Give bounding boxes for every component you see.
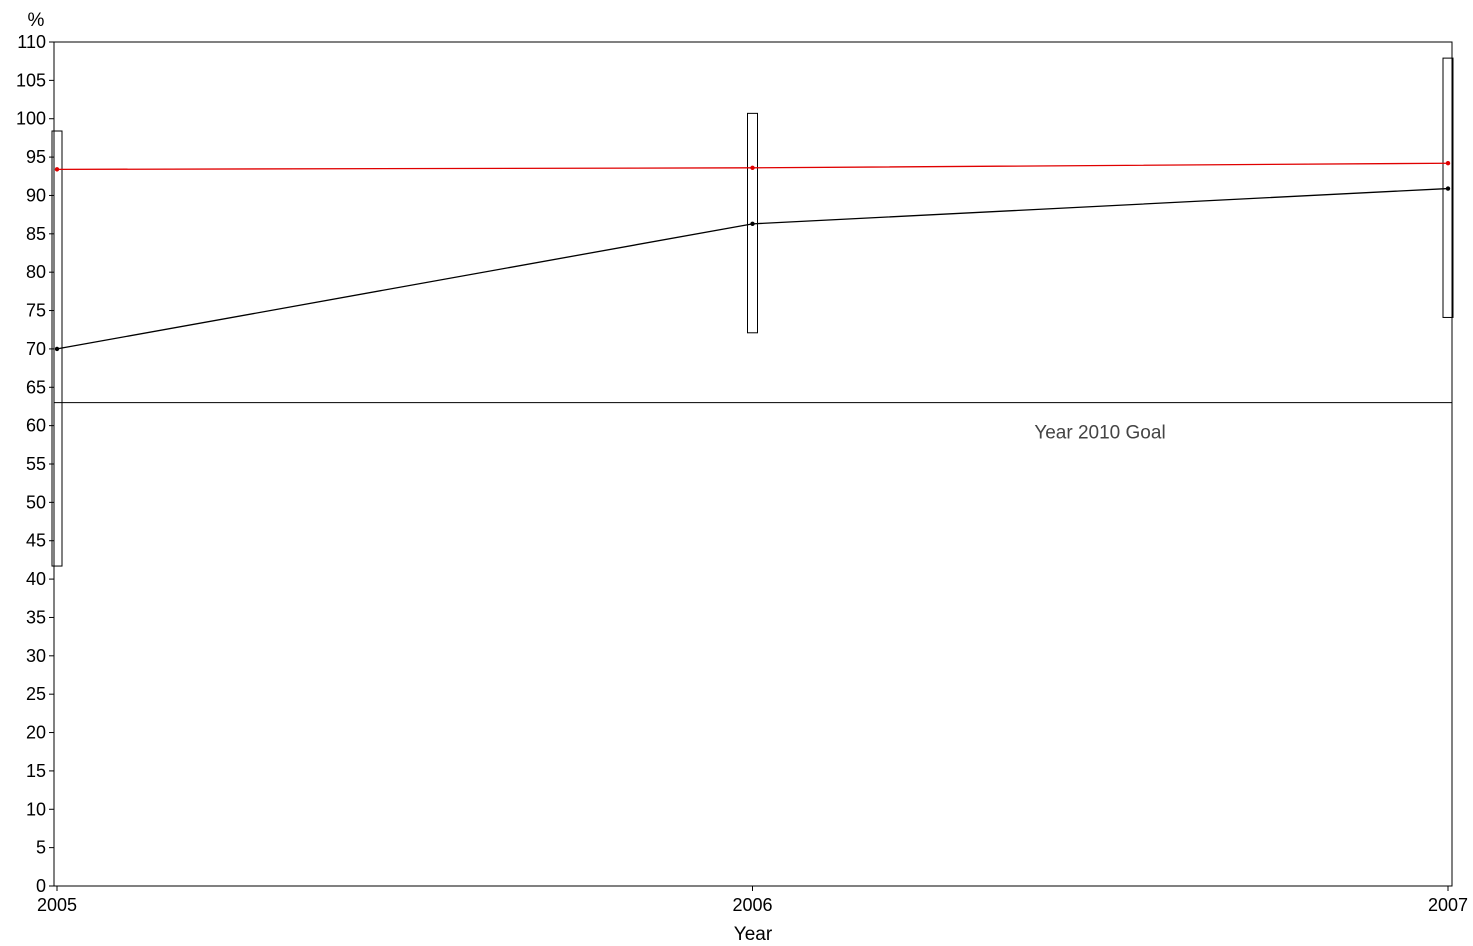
series-2-point: [1445, 186, 1451, 191]
series-1-point: [54, 167, 60, 172]
y-tick-label: 30: [26, 646, 46, 666]
series-lines: [54, 161, 1451, 352]
y-tick-label: 5: [36, 838, 46, 858]
series-1-point: [750, 165, 755, 171]
x-tick-label: 2006: [732, 895, 772, 915]
y-tick-label: 90: [26, 185, 46, 205]
y-tick-label: 80: [26, 262, 46, 282]
y-tick-label: 55: [26, 454, 46, 474]
y-tick-label: 10: [26, 799, 46, 819]
y-tick-label: 25: [26, 684, 46, 704]
y-tick-label: 50: [26, 492, 46, 512]
y-tick-label: 0: [36, 876, 46, 896]
y-tick-label: 20: [26, 723, 46, 743]
y-tick-label: 110: [17, 32, 46, 52]
y-tick-label: 95: [26, 147, 46, 167]
series-2-point: [54, 346, 60, 352]
y-tick-label: 15: [26, 761, 46, 781]
y-tick-label: 85: [26, 224, 46, 244]
y-axis: 0 5 10 15 20 25 30 35 40 45 50 55 60 65 70 75 80 85 90 95 10…: [16, 32, 54, 896]
y-tick-label: 105: [16, 70, 46, 90]
y-tick-label: 100: [16, 109, 46, 129]
x-axis-label: Year: [734, 924, 773, 945]
y-tick-label: 40: [26, 569, 46, 589]
y-tick-label: 65: [26, 377, 46, 397]
series-line-2: [56, 187, 1449, 350]
y-tick-label: 60: [26, 416, 46, 436]
x-tick-label: 2005: [37, 895, 77, 915]
reference-lines: Year 2010 Goal: [54, 402, 1452, 444]
y-tick-label: 70: [26, 339, 46, 359]
reference-line-label: Year 2010 Goal: [1034, 423, 1165, 444]
x-axis: 2005 2006 2007: [37, 886, 1468, 915]
y-tick-label: 45: [26, 531, 46, 551]
y-tick-label: 75: [26, 301, 46, 321]
x-tick-label: 2007: [1428, 895, 1468, 915]
series-2-point: [750, 221, 755, 227]
series-1-point: [1445, 161, 1451, 166]
confidence-interval-box: [1442, 57, 1454, 318]
y-axis-label: %: [28, 10, 45, 31]
y-tick-label: 35: [26, 607, 46, 627]
